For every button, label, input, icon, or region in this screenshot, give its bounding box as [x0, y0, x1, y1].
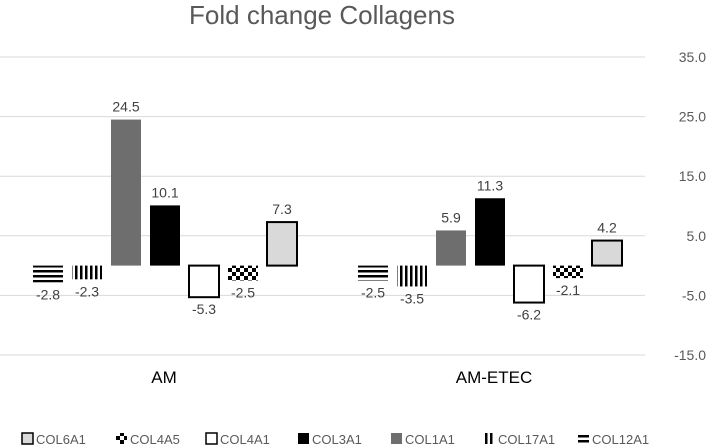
bar-col12a1-am-etec: [358, 265, 388, 281]
legend-label-col6a1: COL6A1: [36, 432, 86, 447]
data-label: 4.2: [597, 220, 617, 236]
data-label: -2.5: [231, 285, 255, 301]
y-tick-label: -15.0: [674, 347, 706, 363]
data-label: -5.3: [192, 301, 216, 317]
bars: [33, 119, 623, 304]
bar-col6a1-am-etec: [591, 239, 623, 267]
bar-col4a1-am-etec: [513, 264, 545, 304]
legend-swatch-col6a1: [21, 432, 34, 445]
bar-col1a1-am: [111, 119, 141, 266]
chart-title: Fold change Collagens: [189, 0, 455, 30]
data-label: -6.2: [517, 307, 541, 323]
legend-label-col4a5: COL4A5: [130, 432, 180, 447]
legend-label-col17a1: COL17A1: [498, 432, 555, 447]
y-tick-label: 35.0: [679, 49, 706, 65]
bar-col3a1-am: [150, 205, 180, 266]
bar-col3a1-am-etec: [475, 198, 505, 266]
category-label: AM-ETEC: [456, 368, 533, 387]
gridlines: [0, 56, 645, 356]
y-tick-label: -5.0: [682, 287, 706, 303]
data-label: -2.3: [75, 283, 99, 299]
bar-col4a1-am: [188, 264, 220, 299]
bar-col17a1-am-etec: [397, 265, 427, 287]
category-label: AM: [151, 368, 177, 387]
legend-swatch-col4a5: [116, 433, 127, 444]
y-tick-label: 5.0: [687, 228, 707, 244]
legend-label-col12a1: COL12A1: [592, 432, 649, 447]
data-label: 24.5: [112, 99, 139, 115]
data-label: 10.1: [151, 184, 178, 200]
legend-label-col3a1: COL3A1: [312, 432, 362, 447]
data-label: -2.8: [36, 286, 60, 302]
legend-swatch-col17a1: [484, 433, 495, 444]
bar-col4a5-am-etec: [553, 265, 583, 279]
y-tick-label: 25.0: [679, 109, 706, 125]
data-label: -3.5: [400, 290, 424, 306]
bar-col12a1-am: [33, 265, 63, 283]
legend-swatch-col3a1: [298, 433, 309, 444]
data-label: -2.1: [556, 282, 580, 298]
legend-label-col4a1: COL4A1: [220, 432, 270, 447]
legend-swatch-col4a1: [205, 432, 218, 445]
bar-col4a5-am: [228, 265, 258, 281]
category-labels: AM AM-ETEC: [151, 368, 532, 387]
legend: COL6A1 COL4A5 COL4A1 COL3A1 COL1A1 COL17A1 COL…: [21, 432, 649, 447]
data-label: 5.9: [441, 209, 461, 225]
bar-col17a1-am: [72, 265, 102, 280]
bar-col6a1-am: [266, 221, 298, 267]
y-axis-ticks: 35.0 25.0 15.0 5.0 -5.0 -15.0: [674, 49, 706, 363]
bar-col1a1-am-etec: [436, 230, 466, 266]
y-tick-label: 15.0: [679, 168, 706, 184]
data-label: -2.5: [361, 285, 385, 301]
legend-label-col1a1: COL1A1: [405, 432, 455, 447]
data-label: 7.3: [272, 201, 292, 217]
legend-swatch-col12a1: [578, 433, 589, 444]
legend-swatch-col1a1: [391, 433, 402, 444]
data-label: 11.3: [477, 177, 503, 193]
data-labels: -2.8 -2.3 24.5 10.1 -5.3 -2.5 7.3 -2.5 -3.5 5.9 11…: [36, 99, 617, 323]
